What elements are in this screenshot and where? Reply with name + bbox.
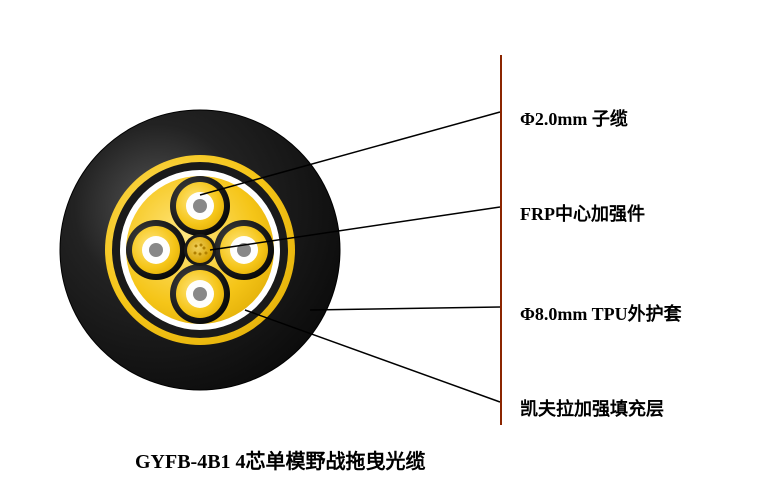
subcable-bottom — [170, 264, 230, 324]
leader-sheath — [310, 307, 500, 310]
cable-svg — [0, 0, 760, 503]
diagram-container: Φ2.0mm 子缆 FRP中心加强件 Φ8.0mm TPU外护套 凯夫拉加强填充… — [0, 0, 760, 503]
label-frp: FRP中心加强件 — [520, 200, 645, 226]
caption: GYFB-4B1 4芯单模野战拖曳光缆 — [135, 445, 426, 474]
label-subcable: Φ2.0mm 子缆 — [520, 105, 628, 131]
subcable-top — [170, 176, 230, 236]
subcable-right — [214, 220, 274, 280]
subcable-left — [126, 220, 186, 280]
vertical-separator — [500, 55, 502, 425]
label-filler: 凯夫拉加强填充层 — [520, 395, 664, 421]
label-sheath: Φ8.0mm TPU外护套 — [520, 300, 682, 326]
